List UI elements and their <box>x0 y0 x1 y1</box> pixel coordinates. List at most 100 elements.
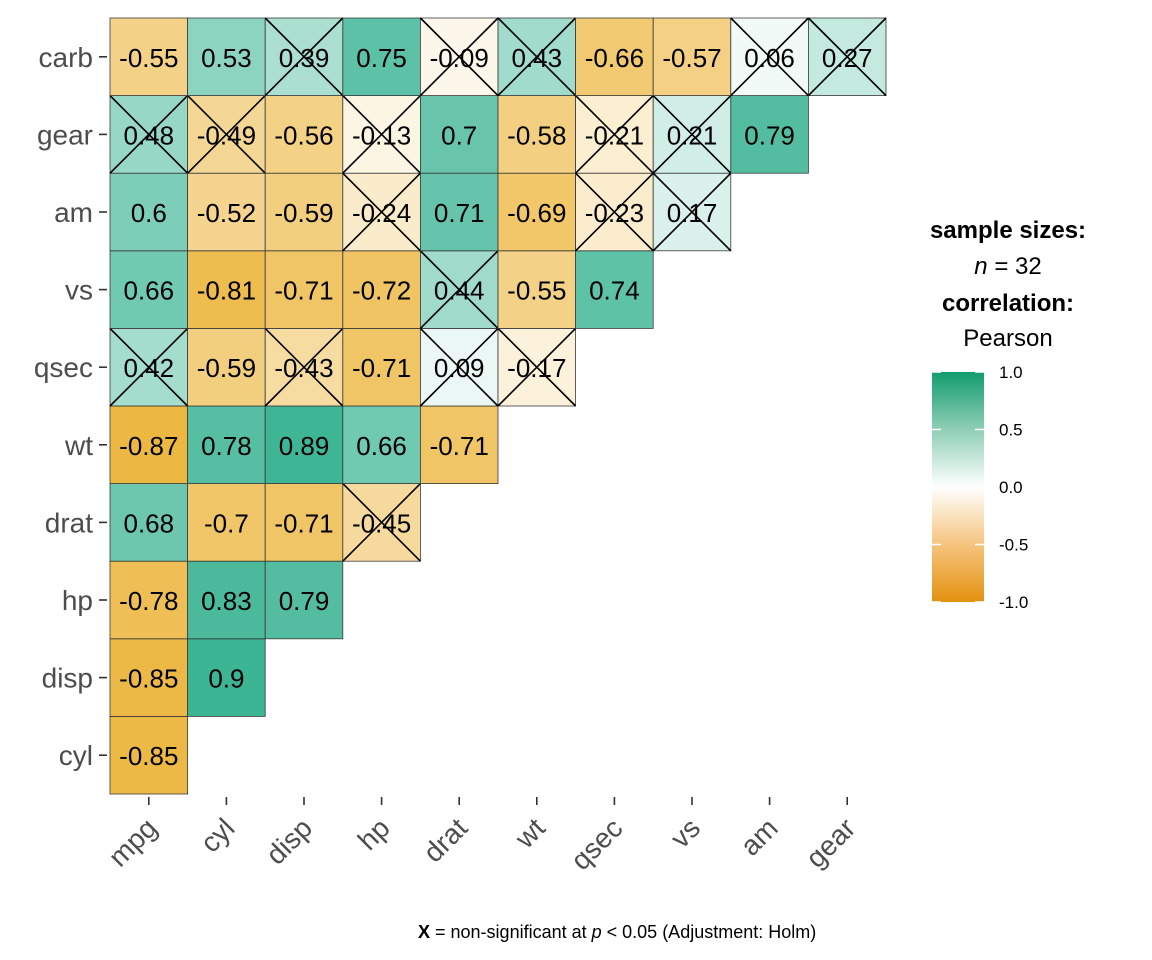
cell-label: 0.75 <box>356 43 407 73</box>
cell-label: 0.53 <box>201 43 252 73</box>
y-tick-label: qsec <box>34 352 93 383</box>
cell-rect-cyl-am <box>187 172 266 252</box>
cell-label: -0.59 <box>197 353 256 383</box>
cell-label: 0.79 <box>279 586 330 616</box>
heatmap-cell: -0.52 <box>187 172 266 252</box>
heatmap-cell: -0.24 <box>342 172 421 252</box>
cell-rect-hp-carb <box>342 17 421 96</box>
legend-correlation-title: correlation: <box>942 290 1074 317</box>
heatmap-cell: 0.75 <box>342 17 421 96</box>
heatmap-cell: 0.17 <box>652 172 732 252</box>
cell-label: -0.78 <box>119 586 178 616</box>
cell-label: -0.87 <box>119 431 178 461</box>
non-significant-cross <box>497 327 577 407</box>
heatmap-cell: -0.71 <box>342 327 421 407</box>
cell-label: 0.66 <box>123 276 174 306</box>
heatmap-cell: -0.72 <box>342 250 421 329</box>
heatmap-cell: -0.81 <box>187 250 266 329</box>
non-significant-cross <box>264 327 344 407</box>
y-tick-label: gear <box>37 119 93 150</box>
legend-tick-label: -1.0 <box>999 593 1028 612</box>
cell-rect-mpg-disp <box>109 638 188 717</box>
cell-label: -0.71 <box>430 431 489 461</box>
heatmap-cell: -0.7 <box>187 483 266 562</box>
heatmap-cell: 0.39 <box>264 17 344 97</box>
heatmap-cell: -0.21 <box>575 95 654 174</box>
non-significant-cross <box>109 95 189 174</box>
x-tick-label: am <box>734 812 783 861</box>
cell-label: -0.59 <box>274 198 333 228</box>
heatmap-cell: 0.7 <box>419 95 499 174</box>
heatmap-cell: 0.78 <box>187 405 266 484</box>
cell-label: -0.55 <box>119 43 178 73</box>
heatmap-cell: -0.55 <box>109 17 188 96</box>
cell-label: -0.71 <box>352 353 411 383</box>
heatmap-cell: -0.59 <box>264 172 344 252</box>
y-tick-label: carb <box>39 42 93 73</box>
cell-label: 0.6 <box>131 198 167 228</box>
heatmap-cell: -0.71 <box>264 483 344 562</box>
heatmap-cell: -0.17 <box>497 327 577 407</box>
heatmap-cell: 0.48 <box>109 95 189 174</box>
cell-rect-wt-am <box>497 172 576 252</box>
cell-rect-disp-gear <box>264 95 344 174</box>
non-significant-cross <box>497 17 577 97</box>
cell-label: -0.81 <box>197 276 256 306</box>
cell-label: 0.68 <box>123 508 174 538</box>
non-significant-cross <box>187 95 266 174</box>
cell-rect-mpg-cyl <box>109 716 188 795</box>
legend-tick-label: 1.0 <box>999 363 1023 382</box>
heatmap-cell: 0.66 <box>109 250 188 329</box>
cell-label: 0.79 <box>744 120 795 150</box>
heatmap-cell: -0.58 <box>497 95 576 174</box>
heatmap-cell: 0.9 <box>187 638 266 717</box>
cell-label: 0.66 <box>356 431 407 461</box>
heatmap-cell: 0.74 <box>575 250 654 329</box>
heatmap-cell: -0.45 <box>342 483 421 562</box>
cell-rect-hp-wt <box>342 405 421 484</box>
cell-rect-cyl-drat <box>187 483 266 562</box>
x-tick-label: gear <box>800 812 862 874</box>
y-tick-label: am <box>54 197 93 228</box>
cell-label: -0.66 <box>585 43 644 73</box>
x-axis: mpg cyl disp hp drat wt qsec vs am gear <box>103 797 862 876</box>
cell-rect-disp-vs <box>264 250 344 329</box>
legend-method: Pearson <box>963 325 1052 352</box>
cell-label: 0.9 <box>208 664 244 694</box>
legend-tick-label: 0.5 <box>999 421 1023 440</box>
cell-rect-mpg-drat <box>109 483 188 562</box>
cell-rect-drat-wt <box>419 405 499 484</box>
cell-rect-cyl-qsec <box>187 327 266 407</box>
non-significant-cross <box>575 95 654 174</box>
y-tick-label: hp <box>62 585 93 616</box>
non-significant-cross <box>419 327 499 407</box>
legend-sample-title: sample sizes: <box>930 217 1086 244</box>
non-significant-cross <box>652 95 732 174</box>
cell-rect-vs-carb <box>652 17 732 96</box>
cell-rect-disp-drat <box>264 483 344 562</box>
non-significant-cross <box>807 17 887 97</box>
cell-label: -0.58 <box>507 120 566 150</box>
cell-label: -0.85 <box>119 664 178 694</box>
cell-label: -0.71 <box>274 508 333 538</box>
cells-layer: -0.85-0.85 0.9-0.78 0.83 0.790.68 -0.7 -0.71-… <box>109 17 887 795</box>
cell-rect-wt-gear <box>497 95 576 174</box>
non-significant-cross <box>342 95 421 174</box>
non-significant-cross <box>730 17 809 97</box>
cell-label: 0.89 <box>279 431 330 461</box>
legend-ticks: 1.0 0.5 0.0 -0.5 -1.0 <box>932 363 1028 612</box>
heatmap-cell: -0.57 <box>652 17 732 96</box>
cell-label: -0.72 <box>352 276 411 306</box>
cell-label: 0.78 <box>201 431 252 461</box>
heatmap-cell: 0.6 <box>109 172 188 252</box>
heatmap-cell: 0.71 <box>419 172 499 252</box>
heatmap-cell: -0.09 <box>419 17 499 97</box>
cell-rect-mpg-wt <box>109 405 188 484</box>
cell-rect-disp-hp <box>264 560 344 640</box>
cell-rect-am-gear <box>730 95 809 174</box>
y-tick-label: disp <box>42 663 93 694</box>
cell-label: -0.57 <box>662 43 721 73</box>
heatmap-cell: 0.27 <box>807 17 887 97</box>
x-tick-label: cyl <box>194 812 240 858</box>
